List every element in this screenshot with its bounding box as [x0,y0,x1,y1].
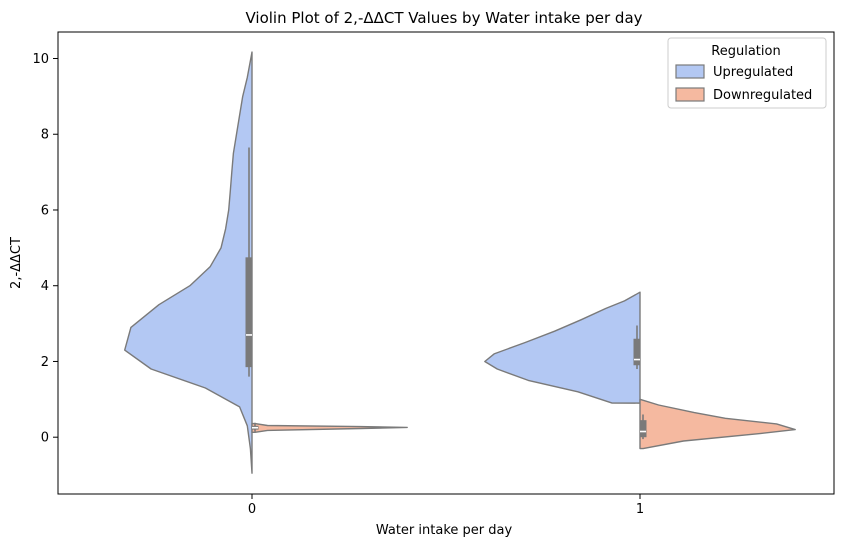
y-tick-label: 4 [41,279,49,294]
legend-title: Regulation [711,44,780,59]
legend-label-upregulated: Upregulated [713,65,793,80]
legend-swatch-downregulated [675,87,705,102]
x-tick-label: 1 [636,502,644,517]
y-tick-label: 10 [32,52,49,67]
iqr-box-upregulated-0 [245,257,253,368]
violin-downregulated-1 [639,398,796,450]
legend-label-downregulated: Downregulated [713,88,812,103]
axes: 0 2 4 6 8 10 0 1 [32,52,644,517]
plot-area [124,51,796,474]
y-tick-label: 0 [41,431,49,446]
violin-upregulated-1 [484,291,641,404]
chart-title: Violin Plot of 2,-ΔΔCT Values by Water i… [245,9,642,27]
y-axis-label: 2,-ΔΔCT [9,237,24,289]
iqr-box-upregulated-1 [633,338,641,366]
axes-frame [57,31,835,495]
legend-swatch-upregulated [675,64,705,79]
y-tick-label: 2 [41,355,49,370]
iqr-box-downregulated-1 [639,420,647,438]
legend: Regulation Upregulated Downregulated [667,37,827,109]
legend-frame [667,37,827,109]
x-axis-label: Water intake per day [376,523,513,538]
y-tick-label: 8 [41,128,49,143]
y-tick-label: 6 [41,203,49,218]
violin-downregulated-0 [251,422,408,433]
violin-upregulated-0 [124,51,253,474]
x-tick-label: 0 [248,502,256,517]
